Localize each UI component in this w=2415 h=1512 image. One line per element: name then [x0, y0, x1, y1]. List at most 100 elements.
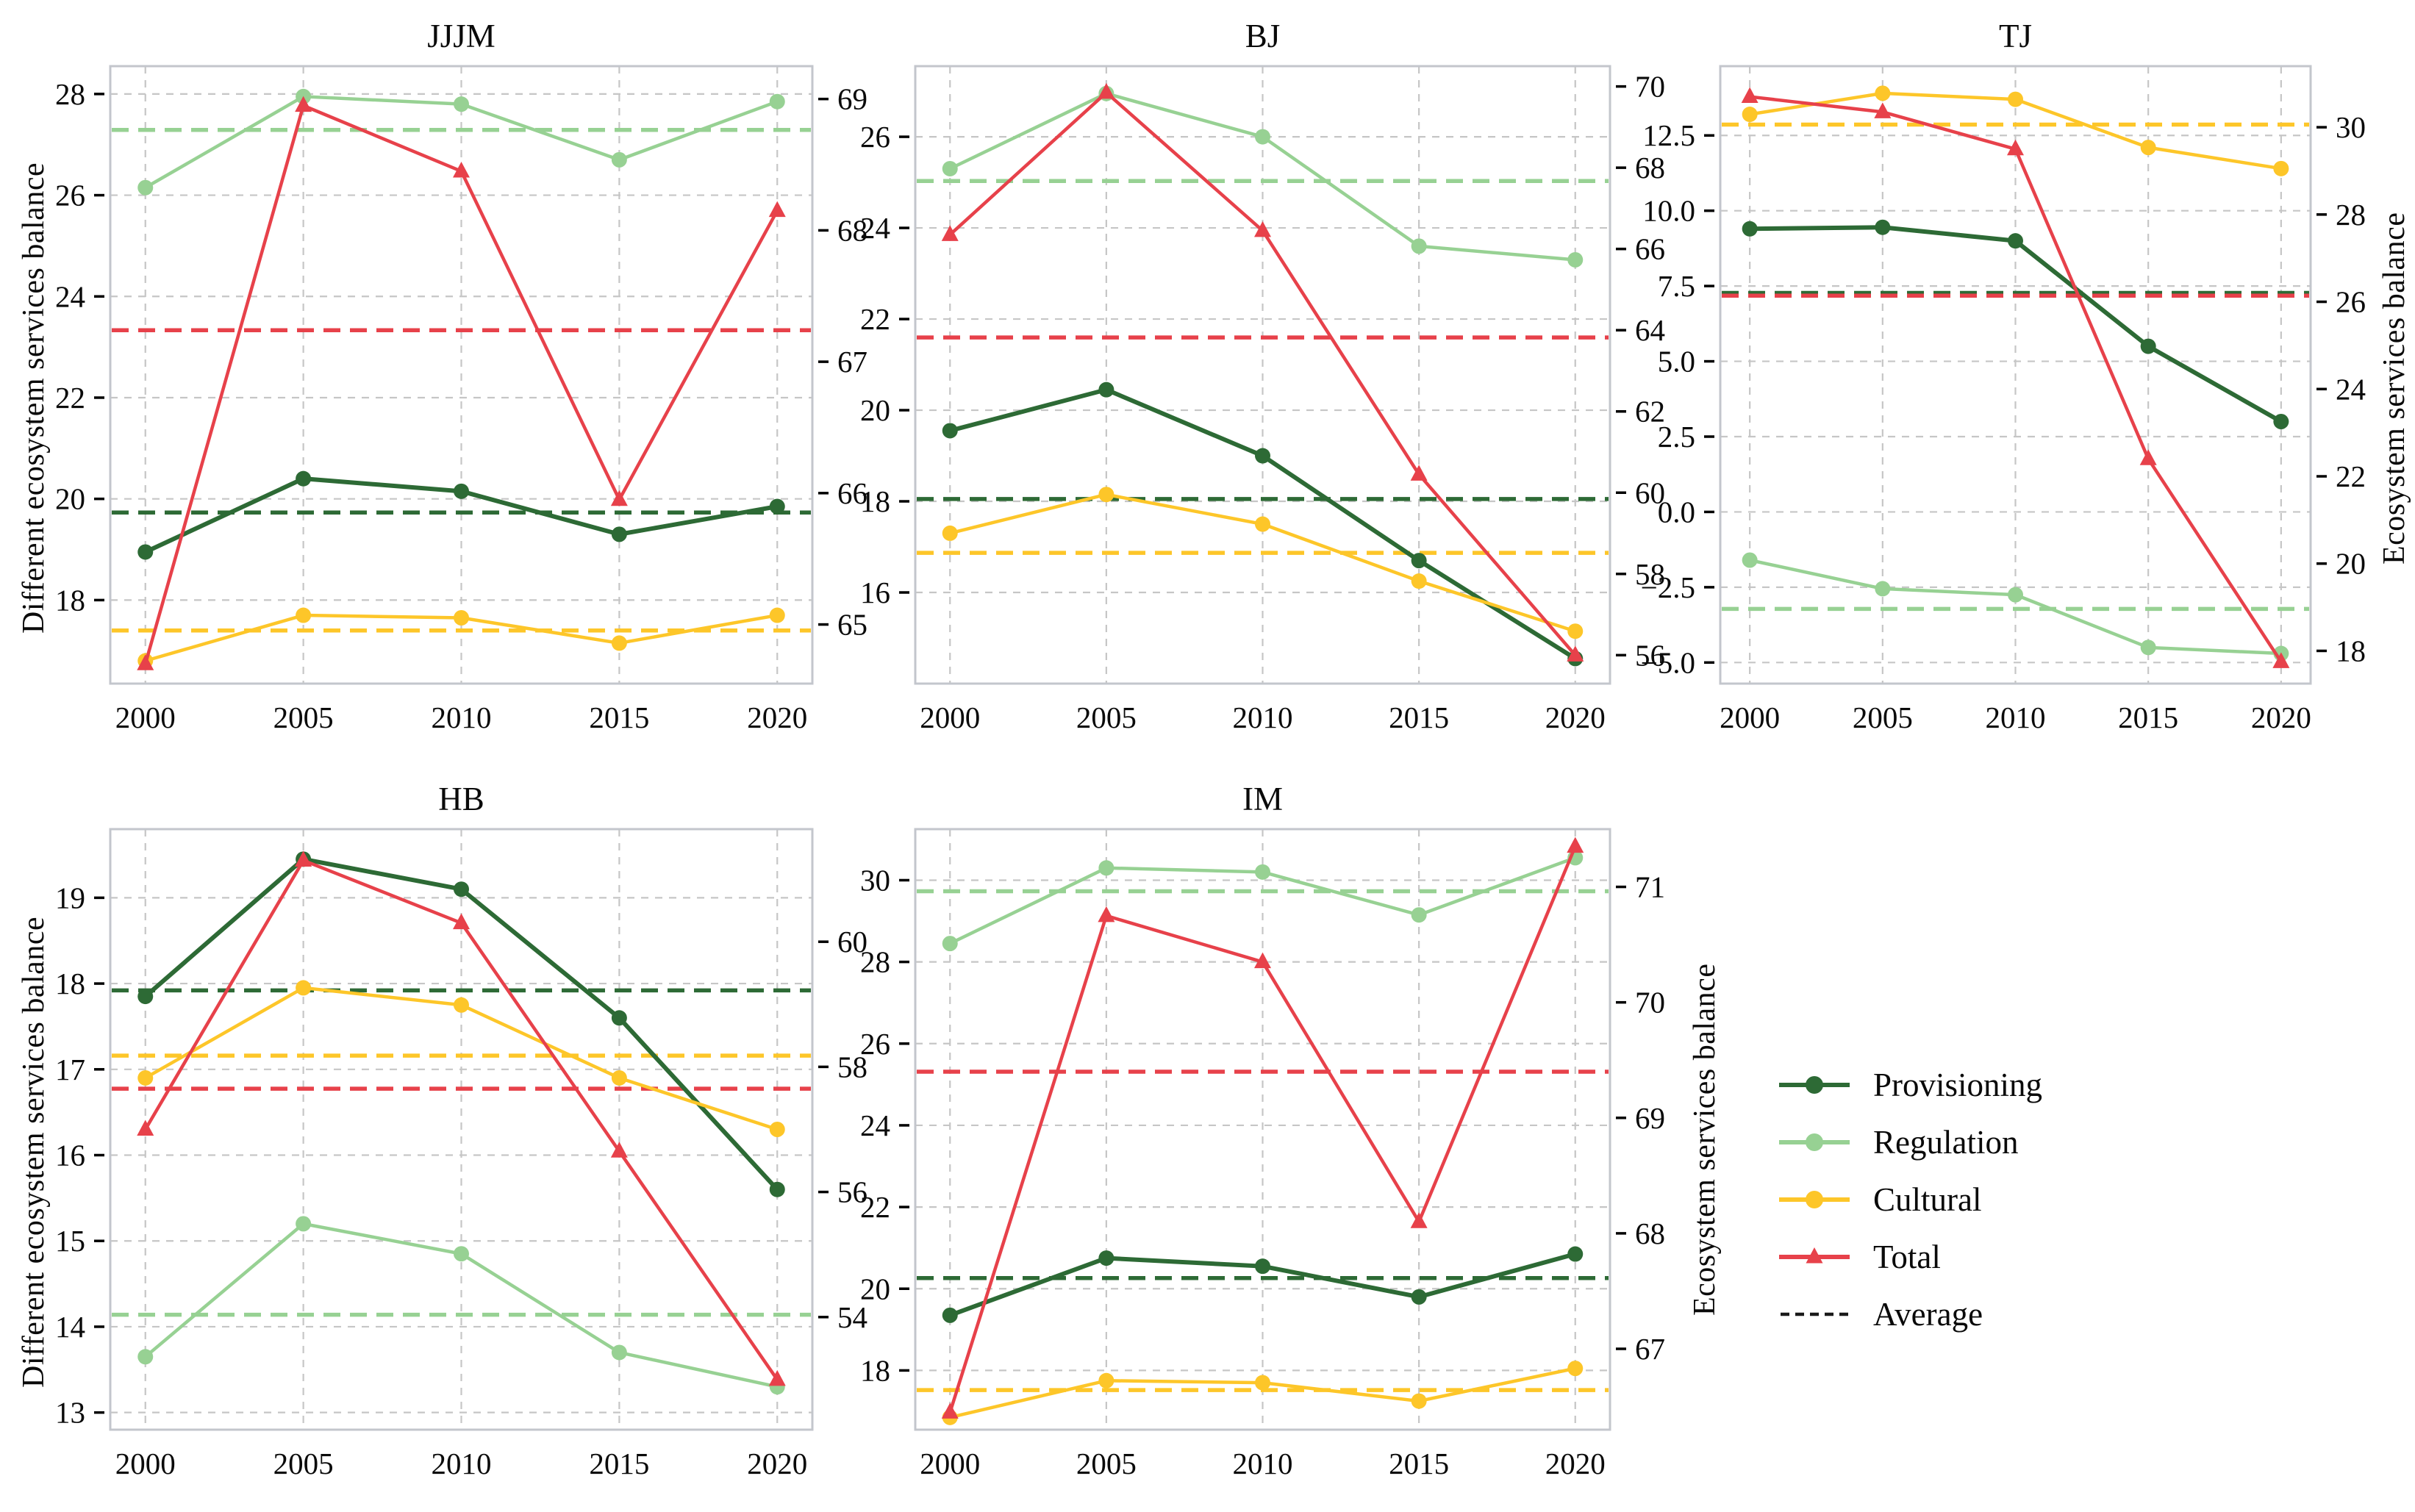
right-tick-label: 65	[837, 608, 867, 642]
right-tick-label: 67	[837, 345, 867, 379]
chart-svg-hb: 13 14 15 16 17 18 19 54 56 58 60 2000 2005 2010 2015 20…	[55, 781, 867, 1480]
x-tick-label: 2000	[920, 1447, 980, 1480]
tick-marks	[1704, 126, 2327, 664]
chart-hb: 13 14 15 16 17 18 19 54 56 58 60 2000 2005 2010 2015 20…	[22, 770, 875, 1512]
x-tick-label: 2015	[1389, 1447, 1449, 1480]
left-tick-label: 7.5	[1658, 269, 1695, 303]
left-tick-label: 18	[860, 1353, 890, 1387]
right-tick-label: 58	[837, 1050, 867, 1083]
x-tick-label: 2020	[1545, 701, 1606, 734]
chart-svg-tj: −5.0 −2.5 0.0 2.5 5.0 7.5 10.0 12.5 18 20 22 24 26 28…	[1641, 18, 2366, 734]
right-tick-label: 22	[2336, 459, 2366, 493]
chart-svg-bj: 16 18 20 22 24 26 56 58 60 62 64 66 68 70 2000 2005 2010…	[860, 18, 1665, 734]
series-total	[941, 836, 1584, 1419]
tick-marks	[899, 85, 1626, 657]
x-tick-label: 2015	[1389, 701, 1449, 734]
legend-item-regulation: Regulation	[1778, 1125, 2042, 1160]
left-tick-label: 22	[860, 302, 890, 336]
right-tick-label: 62	[1635, 395, 1665, 429]
left-tick-label: 10.0	[1642, 194, 1695, 228]
series-regulation	[137, 88, 785, 196]
legend-label: Cultural	[1873, 1180, 1982, 1218]
left-tick-label: 0.0	[1658, 495, 1695, 529]
left-tick-label: 18	[860, 484, 890, 518]
x-tick-label: 2015	[589, 1447, 649, 1480]
tick-marks	[94, 896, 829, 1414]
right-tick-label: 71	[1635, 870, 1665, 904]
left-tick-label: 2.5	[1658, 420, 1695, 454]
chart-tj: −5.0 −2.5 0.0 2.5 5.0 7.5 10.0 12.5 18 20 22 24 26 28…	[1634, 6, 2413, 764]
x-tick-label: 2010	[1233, 1447, 1293, 1480]
right-tick-label: 68	[1635, 1217, 1665, 1250]
series-total	[1741, 87, 2290, 668]
x-tick-label: 2000	[115, 1447, 176, 1480]
legend-label: Average	[1873, 1295, 1983, 1333]
right-tick-label: 20	[2336, 547, 2366, 581]
x-tick-label: 2010	[1233, 701, 1293, 734]
x-tick-label: 2015	[589, 701, 649, 734]
right-tick-label: 69	[1635, 1101, 1665, 1135]
right-tick-label: 69	[837, 82, 867, 116]
left-tick-label: 20	[860, 393, 890, 427]
x-tick-label: 2020	[747, 1447, 807, 1480]
gridlines	[110, 829, 812, 1430]
legend: Provisioning Regulation Cultural Total A…	[1778, 1067, 2042, 1354]
right-tick-label: 56	[837, 1175, 867, 1209]
x-tick-label: 2000	[1720, 701, 1780, 734]
chart-svg-im: 18 20 22 24 26 28 30 67 68 69 70 71 2000 2005 2010 2015…	[860, 781, 1665, 1480]
x-tick-label: 2000	[115, 701, 176, 734]
gridlines	[1720, 66, 2311, 684]
right-tick-label: 54	[837, 1300, 867, 1334]
left-tick-label: 20	[860, 1272, 890, 1305]
series-cultural	[137, 980, 785, 1137]
left-tick-label: 15	[55, 1224, 85, 1258]
x-tick-label: 2010	[432, 1447, 492, 1480]
plot-border	[914, 65, 1611, 685]
chart-title: HB	[438, 781, 484, 817]
right-tick-label: 70	[1635, 986, 1665, 1020]
left-tick-label: 28	[860, 945, 890, 979]
left-tick-label: 14	[55, 1310, 85, 1344]
right-tick-label: 28	[2336, 198, 2366, 232]
right-tick-label: 58	[1635, 557, 1665, 591]
chart-title: IM	[1242, 781, 1283, 817]
left-tick-label: 17	[55, 1053, 85, 1086]
chart-title: JJJM	[427, 18, 495, 54]
series-cultural	[1742, 85, 2289, 176]
right-tick-label: 56	[1635, 638, 1665, 672]
x-tick-label: 2000	[920, 701, 980, 734]
plot-border	[914, 828, 1611, 1431]
series-provisioning	[942, 1246, 1584, 1323]
chart-title: BJ	[1245, 18, 1281, 54]
left-tick-label: 18	[55, 583, 85, 617]
series-regulation	[942, 850, 1584, 952]
x-tick-label: 2010	[1986, 701, 2046, 734]
x-tick-label: 2020	[2251, 701, 2311, 734]
plot-border	[109, 828, 814, 1431]
legend-label: Total	[1873, 1238, 1941, 1275]
left-tick-label: 20	[55, 482, 85, 516]
left-tick-label: 5.0	[1658, 345, 1695, 379]
tick-marks	[899, 878, 1626, 1372]
total-line-marker-icon	[1779, 1247, 1850, 1264]
left-tick-label: 30	[860, 863, 890, 897]
left-tick-label: −2.5	[1641, 570, 1695, 604]
right-tick-label: 64	[1635, 313, 1665, 347]
legend-item-cultural: Cultural	[1778, 1182, 2042, 1217]
right-tick-label: 70	[1635, 70, 1665, 104]
left-tick-label: 16	[55, 1139, 85, 1172]
x-tick-label: 2005	[1076, 1447, 1137, 1480]
right-tick-label: 60	[837, 925, 867, 959]
left-tick-label: 19	[55, 881, 85, 914]
legend-item-provisioning: Provisioning	[1778, 1067, 2042, 1103]
left-tick-label: 22	[55, 381, 85, 415]
x-tick-label: 2005	[1853, 701, 1913, 734]
series-total	[137, 850, 786, 1386]
right-tick-label: 26	[2336, 285, 2366, 319]
left-tick-label: 28	[55, 77, 85, 111]
chart-title: TJ	[1999, 18, 2032, 54]
right-tick-label: 68	[837, 213, 867, 247]
right-tick-label: 66	[837, 476, 867, 510]
provisioning-line-marker-icon	[1779, 1076, 1850, 1094]
